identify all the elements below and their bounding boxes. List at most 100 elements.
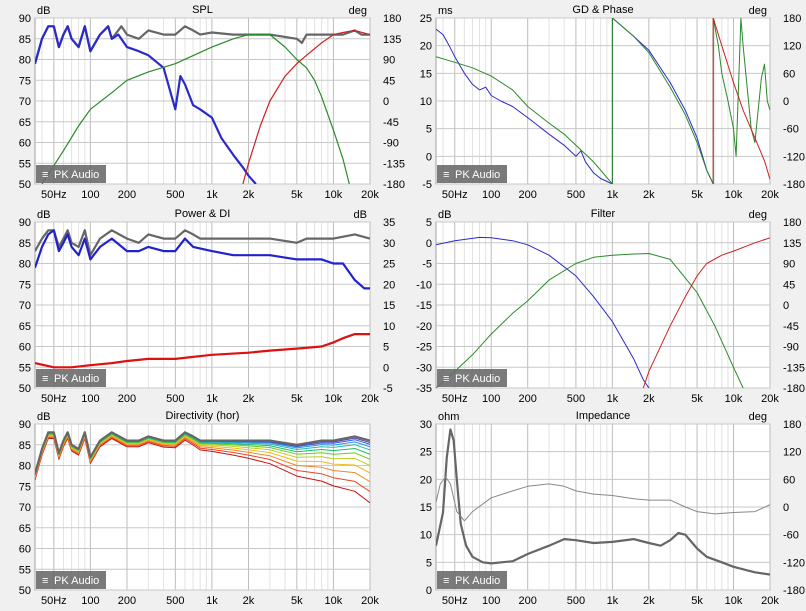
impedance-series-line [436,428,770,576]
left-tick-label: 55 [19,564,31,576]
freq-tick-label: 50Hz [41,393,67,405]
right-tick-label: -60 [783,530,799,542]
watermark-logo-icon: ≡ [443,575,449,587]
directivity-series-group [35,431,370,504]
right-tick-label: 20 [383,279,395,291]
right-tick-label: 60 [783,68,795,80]
watermark-logo-icon: ≡ [42,575,48,587]
freq-tick-label: 5k [291,595,303,607]
freq-tick-label: 20k [761,595,779,607]
right-unit-label: deg [749,411,767,423]
freq-tick-label: 200 [519,595,537,607]
watermark-badge [36,571,106,589]
left-tick-label: 10 [420,96,432,108]
freq-tick-label: 100 [482,189,500,201]
left-tick-label: 50 [19,585,31,597]
right-tick-label: 60 [783,474,795,486]
left-tick-label: 80 [19,461,31,473]
right-tick-label: 30 [383,238,395,250]
freq-tick-label: 200 [118,393,136,405]
left-tick-label: -5 [422,259,432,271]
right-tick-label: 180 [383,13,401,25]
freq-tick-label: 20k [761,393,779,405]
right-tick-label: 90 [783,259,795,271]
watermark-text: PK Audio [54,373,99,385]
gd-title: GD & Phase [572,4,633,16]
freq-tick-label: 2k [643,595,655,607]
left-tick-label: 60 [19,138,31,150]
left-tick-label: 90 [19,217,31,229]
left-tick-label: -15 [416,300,432,312]
left-tick-label: 5 [426,124,432,136]
left-tick-label: 25 [420,447,432,459]
freq-tick-label: 500 [567,595,585,607]
left-tick-label: -30 [416,362,432,374]
left-tick-label: 0 [426,151,432,163]
right-tick-label: -45 [383,117,399,129]
impedance-series-line [436,476,770,522]
left-tick-label: 60 [19,544,31,556]
right-tick-label: -135 [383,158,405,170]
spl-series-group [35,25,370,184]
watermark-badge [437,165,507,183]
watermark-badge [437,369,507,387]
left-tick-label: 15 [420,68,432,80]
freq-tick-label: 50Hz [41,189,67,201]
freq-tick-label: 2k [243,595,255,607]
freq-tick-label: 5k [691,189,703,201]
freq-tick-label: 1k [607,595,619,607]
freq-tick-label: 5k [691,595,703,607]
left-tick-label: 60 [19,342,31,354]
freq-tick-label: 100 [482,595,500,607]
left-tick-label: 10 [420,530,432,542]
filter-series-group [436,236,770,388]
right-unit-label: deg [349,5,367,17]
right-tick-label: 45 [783,279,795,291]
filter-chart: 5 0 -5 -10 -15 -20 -25 -30 -35 180 135 90 45 0 -45 -90 -… [416,208,805,405]
freq-tick-label: 10k [325,595,343,607]
freq-tick-label: 5k [291,189,303,201]
freq-tick-label: 2k [243,393,255,405]
freq-tick-label: 100 [482,393,500,405]
left-tick-label: 65 [19,321,31,333]
gd-series-line [436,56,613,184]
right-tick-label: 180 [783,419,801,431]
freq-tick-label: 1k [206,595,218,607]
left-tick-label: 85 [19,440,31,452]
freq-tick-label: 500 [166,393,184,405]
right-tick-label: 25 [383,259,395,271]
right-tick-label: 180 [783,217,801,229]
freq-tick-label: 10k [325,393,343,405]
freq-tick-label: 1k [206,393,218,405]
left-tick-label: 80 [19,55,31,67]
gd-chart: 25 20 15 10 5 0 -5 180 120 60 0 -60 -120 -180 50Hz 100 2… [420,4,805,201]
left-tick-label: 5 [426,217,432,229]
freq-tick-label: 5k [691,393,703,405]
right-tick-label: 10 [383,321,395,333]
watermark-badge [36,165,106,183]
freq-tick-label: 20k [361,393,379,405]
right-tick-label: 120 [783,41,801,53]
freq-tick-label: 10k [325,189,343,201]
freq-tick-label: 500 [567,393,585,405]
filter-series-line [642,237,770,388]
left-tick-label: 50 [19,383,31,395]
left-tick-label: 80 [19,259,31,271]
left-tick-label: 85 [19,34,31,46]
gd-series-line [611,18,770,184]
watermark-badge [36,369,106,387]
freq-tick-label: 500 [166,189,184,201]
left-tick-label: 65 [19,117,31,129]
left-unit-label: dB [438,209,451,221]
left-tick-label: 30 [420,419,432,431]
left-tick-label: 75 [19,75,31,87]
directivity-title: Directivity (hor) [166,410,240,422]
left-tick-label: 70 [19,300,31,312]
freq-tick-label: 100 [81,595,99,607]
left-tick-label: 75 [19,279,31,291]
freq-tick-label: 50Hz [41,595,67,607]
freq-tick-label: 500 [166,595,184,607]
freq-tick-label: 500 [567,189,585,201]
watermark-logo-icon: ≡ [42,169,48,181]
freq-tick-label: 5k [291,393,303,405]
